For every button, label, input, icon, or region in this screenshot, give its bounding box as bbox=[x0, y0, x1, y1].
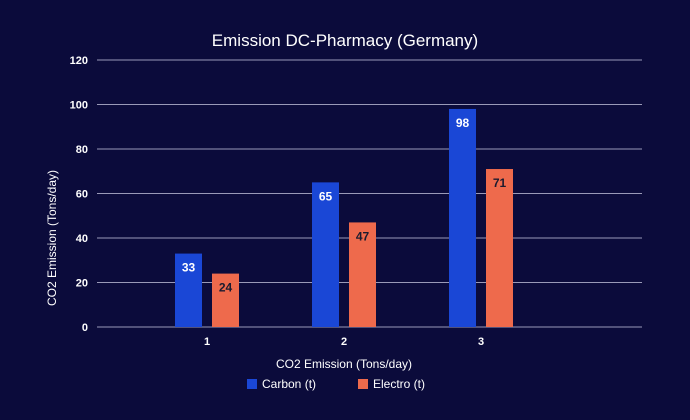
y-tick-label: 120 bbox=[70, 55, 88, 67]
bar bbox=[486, 169, 513, 327]
legend-swatch bbox=[358, 379, 368, 389]
x-axis-ticks: 1 2 3 bbox=[204, 336, 484, 348]
bar-value-label: 47 bbox=[356, 229, 370, 243]
bar bbox=[349, 222, 376, 327]
y-tick-label: 60 bbox=[76, 189, 88, 201]
x-tick-label: 1 bbox=[204, 336, 210, 348]
legend: Carbon (t) Electro (t) bbox=[247, 377, 425, 391]
bar-value-label: 33 bbox=[182, 261, 196, 275]
legend-label: Carbon (t) bbox=[262, 377, 316, 391]
y-tick-label: 100 bbox=[70, 100, 88, 112]
bars: 33 24 65 47 98 71 bbox=[175, 108, 513, 327]
x-tick-label: 2 bbox=[341, 336, 347, 348]
y-tick-label: 20 bbox=[76, 278, 88, 290]
bar bbox=[449, 108, 476, 327]
bar-value-label: 71 bbox=[493, 176, 507, 190]
x-tick-label: 3 bbox=[478, 336, 484, 348]
bar bbox=[212, 273, 239, 327]
bar bbox=[175, 253, 202, 327]
bar-value-label: 24 bbox=[219, 281, 233, 295]
bar-value-label: 98 bbox=[456, 116, 470, 130]
legend-label: Electro (t) bbox=[373, 377, 425, 391]
x-axis-label: CO2 Emission (Tons/day) bbox=[276, 357, 412, 371]
y-tick-label: 0 bbox=[82, 322, 88, 334]
chart-title: Emission DC-Pharmacy (Germany) bbox=[212, 31, 478, 50]
bar bbox=[312, 182, 339, 327]
y-tick-label: 80 bbox=[76, 144, 88, 156]
bar-value-label: 65 bbox=[319, 189, 333, 203]
y-axis-ticks: 0 20 40 60 80 100 120 bbox=[70, 55, 88, 334]
legend-swatch bbox=[247, 379, 257, 389]
y-tick-label: 40 bbox=[76, 233, 88, 245]
y-axis-label: CO2 Emission (Tons/day) bbox=[45, 170, 59, 306]
